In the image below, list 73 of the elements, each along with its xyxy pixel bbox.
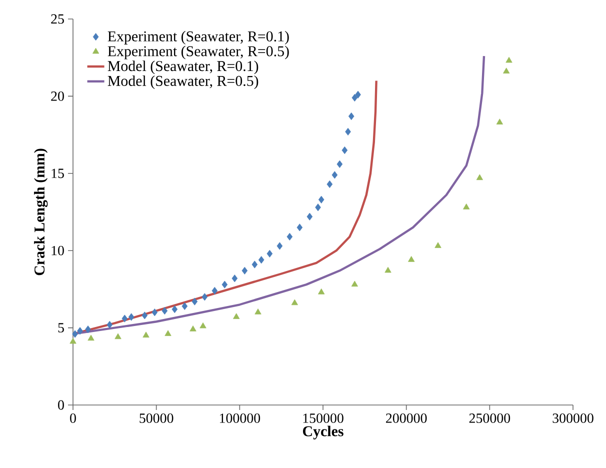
- point: [200, 322, 206, 328]
- point: [342, 146, 348, 154]
- y-tick-label: 0: [58, 400, 64, 410]
- point: [352, 94, 358, 102]
- legend-label: Model (Seawater, R=0.1): [108, 60, 258, 74]
- point: [77, 327, 83, 335]
- point: [348, 112, 354, 120]
- point: [336, 160, 343, 168]
- y-tick-label: 25: [51, 14, 64, 24]
- point: [122, 314, 128, 322]
- point: [286, 232, 293, 240]
- point: [384, 266, 392, 273]
- point: [142, 312, 148, 320]
- point: [182, 302, 188, 310]
- point: [190, 326, 196, 332]
- x-axis-title: Cycles: [302, 426, 344, 440]
- point: [463, 204, 470, 210]
- point: [212, 286, 218, 295]
- x-tick-label: 100000: [220, 414, 260, 423]
- point: [142, 332, 150, 338]
- point: [503, 68, 510, 74]
- point: [202, 293, 208, 301]
- y-tick-label: 20: [51, 91, 64, 101]
- legend-label: Model (Seawater, R=0.5): [108, 75, 258, 89]
- point: [192, 298, 198, 306]
- point: [496, 118, 503, 124]
- point: [345, 128, 351, 136]
- point: [233, 313, 240, 319]
- point: [266, 250, 273, 258]
- point: [162, 307, 168, 315]
- x-tick-label: 200000: [386, 414, 427, 423]
- point: [128, 313, 134, 321]
- point: [172, 305, 178, 314]
- point: [254, 308, 262, 314]
- point: [291, 299, 298, 306]
- point: [152, 308, 158, 316]
- point: [476, 174, 483, 180]
- point: [296, 224, 303, 232]
- legend-label: Experiment (Seawater, R=0.1): [108, 30, 289, 44]
- x-tick-label: 0: [70, 414, 76, 423]
- point: [222, 280, 228, 288]
- point: [242, 266, 248, 274]
- point: [408, 256, 415, 262]
- point: [70, 338, 76, 344]
- x-tick-label: 250000: [469, 414, 510, 423]
- point: [276, 242, 283, 250]
- y-tick-label: 10: [52, 246, 64, 256]
- x-tick-label: 300000: [552, 414, 594, 423]
- point: [85, 326, 91, 334]
- y-tick-label: 15: [52, 168, 64, 178]
- point: [318, 288, 325, 294]
- point: [326, 180, 333, 188]
- point: [88, 334, 94, 341]
- point: [114, 333, 122, 340]
- point: [355, 90, 361, 98]
- y-tick-label: 5: [58, 323, 64, 332]
- point: [434, 242, 442, 248]
- y-axis-title: Crack Length (mm): [34, 148, 48, 276]
- x-tick-label: 50000: [140, 414, 174, 423]
- point: [332, 171, 338, 179]
- x-tick-label: 150000: [303, 414, 344, 423]
- point: [164, 330, 172, 336]
- legend-label: Experiment (Seawater, R=0.5): [108, 46, 289, 60]
- point: [258, 256, 264, 264]
- point: [72, 330, 78, 338]
- point: [318, 196, 324, 204]
- point: [506, 56, 512, 63]
- point: [306, 212, 313, 220]
- point: [106, 320, 113, 329]
- point: [252, 260, 258, 268]
- point: [315, 204, 321, 212]
- point: [351, 280, 358, 287]
- point: [232, 274, 238, 282]
